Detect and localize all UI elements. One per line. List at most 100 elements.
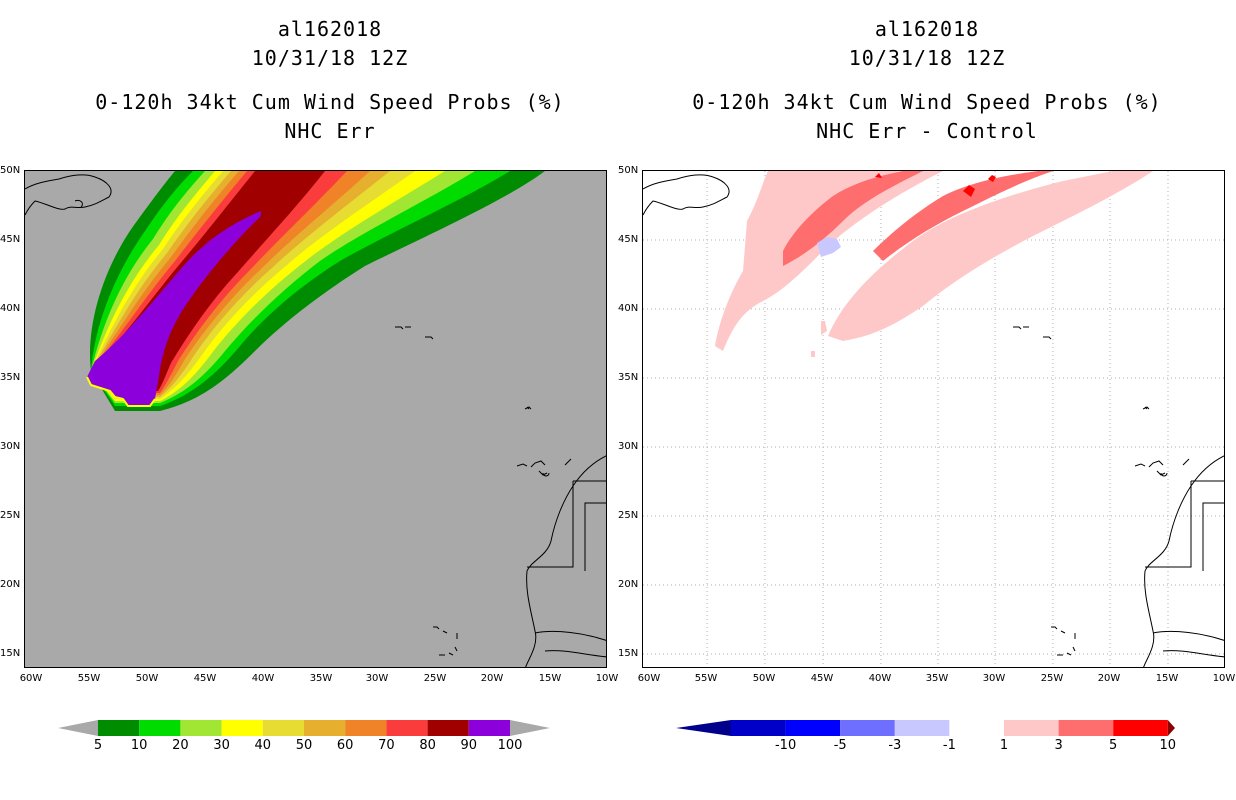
- left-colorbar: [58, 719, 558, 737]
- colorbar-box: [98, 720, 140, 736]
- lat-label: 45N: [0, 234, 21, 245]
- lat-label: 35N: [0, 372, 21, 383]
- colorbar-label: 80: [419, 738, 436, 753]
- lat-label: 15N: [618, 648, 639, 659]
- band-100-edge: [86, 376, 156, 407]
- colorbar-box: [262, 720, 304, 736]
- colorbar-box: [427, 720, 469, 736]
- lon-label: 10W: [595, 673, 619, 684]
- colorbar-label: 30: [213, 738, 230, 753]
- lat-label: 30N: [0, 441, 21, 452]
- lat-label: 30N: [618, 441, 639, 452]
- lon-label: 55W: [694, 673, 718, 684]
- colorbar-label: 50: [295, 738, 313, 753]
- left-colorbar-svg: [58, 720, 550, 736]
- lat-label: 20N: [618, 579, 639, 590]
- lon-label: 50W: [135, 673, 159, 684]
- colorbar-box: [1113, 720, 1168, 736]
- lat-label: 45N: [618, 234, 639, 245]
- left-map-svg: [25, 171, 606, 667]
- lat-label: 40N: [0, 303, 21, 314]
- colorbar-box: [345, 720, 387, 736]
- colorbar-box: [1058, 720, 1114, 736]
- lon-label: 40W: [251, 673, 275, 684]
- diff-1-to-3: [828, 171, 1153, 341]
- band-90: [87, 211, 261, 406]
- left-subtitle: NHC Err: [284, 119, 376, 143]
- colorbar-box: [468, 720, 510, 736]
- lon-label: 50W: [752, 673, 776, 684]
- lon-label: 20W: [1097, 673, 1121, 684]
- lat-label: 50N: [618, 165, 639, 176]
- colorbar-box: [139, 720, 181, 736]
- colorbar-label: 5: [1109, 738, 1118, 753]
- left-map: [24, 170, 607, 668]
- diff-1-to-3: [811, 321, 827, 357]
- lon-label: 40W: [868, 673, 892, 684]
- colorbar-label: 10: [130, 738, 148, 753]
- left-coastlines: [25, 174, 606, 667]
- lon-label: 20W: [480, 673, 504, 684]
- colorbar-label: 3: [1054, 738, 1063, 753]
- diff-5-to-10: [875, 173, 996, 197]
- right-colorbar: [676, 719, 1176, 737]
- lat-label: 35N: [618, 372, 639, 383]
- lat-label: 25N: [618, 510, 639, 521]
- colorbar-label: 20: [172, 738, 189, 753]
- lat-label: 40N: [618, 303, 639, 314]
- colorbar-label: -3: [888, 738, 902, 753]
- diff-3-to-5: [783, 171, 923, 266]
- lon-label: 15W: [538, 673, 562, 684]
- colorbar-label: 90: [460, 738, 478, 753]
- lon-label: 45W: [810, 673, 834, 684]
- colorbar-box: [785, 720, 841, 736]
- lon-label: 55W: [77, 673, 101, 684]
- right-colorbar-svg: [676, 720, 1175, 736]
- colorbar-label: 100: [497, 738, 523, 753]
- lon-label: 35W: [309, 673, 333, 684]
- lat-label: 15N: [0, 648, 21, 659]
- right-product: 0-120h 34kt Cum Wind Speed Probs (%): [692, 90, 1162, 114]
- colorbar-box: [894, 720, 950, 736]
- left-product: 0-120h 34kt Cum Wind Speed Probs (%): [95, 90, 565, 114]
- colorbar-box: [304, 720, 346, 736]
- colorbar-box: [180, 720, 222, 736]
- colorbar-box: [840, 720, 895, 736]
- diff-1-to-3: [715, 171, 943, 351]
- lon-label: 30W: [365, 673, 389, 684]
- colorbar-box: [221, 720, 263, 736]
- diff-neg-1-to-3: [817, 237, 841, 257]
- lon-label: 45W: [193, 673, 217, 684]
- left-datetime: 10/31/18 12Z: [251, 46, 409, 70]
- right-map: [642, 170, 1225, 668]
- diff-3-to-5: [873, 171, 1053, 261]
- lon-label: 60W: [19, 673, 43, 684]
- right-datetime: 10/31/18 12Z: [848, 46, 1006, 70]
- lat-label: 50N: [0, 165, 21, 176]
- colorbar-end-high: [510, 720, 550, 736]
- colorbar-label: 10: [1159, 738, 1177, 753]
- lat-label: 25N: [0, 510, 21, 521]
- right-map-svg: [643, 171, 1224, 667]
- right-subtitle: NHC Err - Control: [816, 119, 1038, 143]
- right-storm-id: al162018: [874, 17, 980, 41]
- left-storm-id: al162018: [277, 17, 383, 41]
- colorbar-box: [731, 720, 786, 736]
- lon-label: 10W: [1212, 673, 1236, 684]
- colorbar-label: -5: [833, 738, 847, 753]
- lon-label: 25W: [1040, 673, 1064, 684]
- lon-label: 60W: [637, 673, 661, 684]
- colorbar-box: [949, 720, 1004, 736]
- lon-label: 35W: [925, 673, 949, 684]
- colorbar-end-high: [1167, 720, 1175, 736]
- colorbar-label: 5: [93, 738, 103, 753]
- lon-label: 30W: [982, 673, 1006, 684]
- colorbar-label: -1: [942, 738, 956, 753]
- lon-label: 15W: [1155, 673, 1179, 684]
- colorbar-end-low: [676, 720, 731, 736]
- right-coastlines: [643, 174, 1224, 667]
- lat-label: 20N: [0, 579, 21, 590]
- colorbar-label: -10: [774, 738, 797, 753]
- colorbar-box: [1004, 720, 1059, 736]
- lon-label: 25W: [423, 673, 447, 684]
